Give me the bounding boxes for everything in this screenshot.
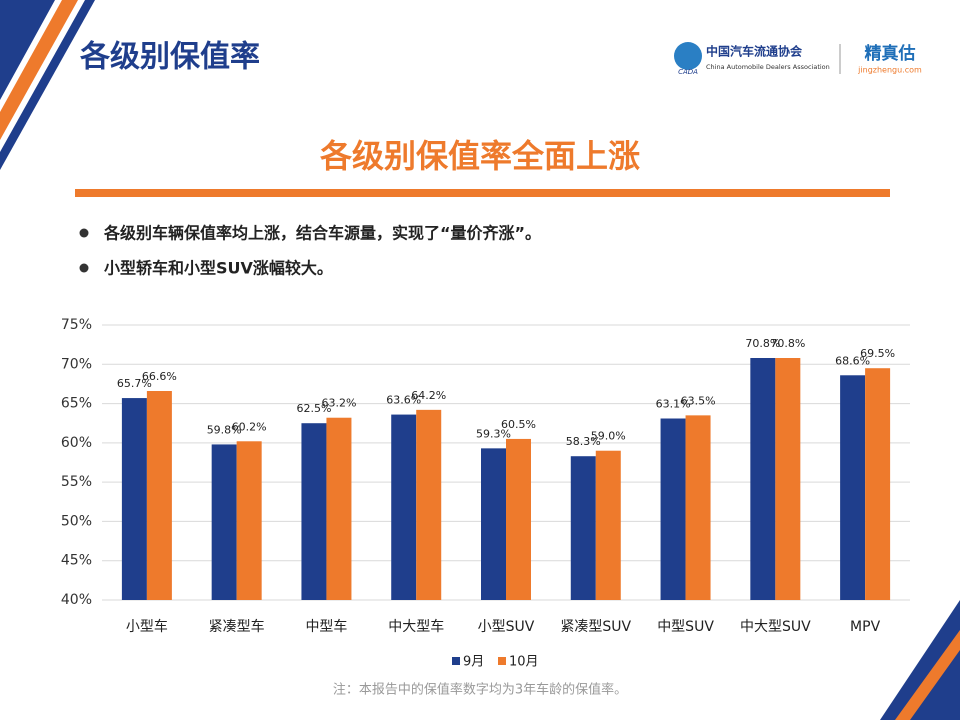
bar bbox=[391, 414, 417, 600]
page-title: 各级别保值率 bbox=[79, 40, 260, 75]
logo-mark-text: CADA bbox=[678, 68, 698, 76]
legend-swatch bbox=[452, 657, 460, 665]
corner-stripe bbox=[0, 0, 78, 140]
brand-url: jingzhengu.com bbox=[857, 66, 922, 75]
corner-stripe bbox=[895, 630, 960, 720]
y-tick-label: 50% bbox=[61, 513, 92, 529]
bar bbox=[416, 409, 442, 600]
bar bbox=[236, 441, 262, 600]
y-tick-label: 60% bbox=[61, 435, 92, 451]
bullet-text: 各级别车辆保值率均上涨，结合车源量，实现了“量价齐涨”。 bbox=[103, 224, 541, 243]
bar bbox=[595, 450, 621, 600]
bar bbox=[506, 438, 531, 600]
corner-stripe bbox=[880, 600, 960, 720]
value-label: 60.5% bbox=[501, 418, 536, 431]
value-label: 63.1% bbox=[656, 398, 691, 411]
bar bbox=[685, 415, 711, 600]
x-tick-label: 中大型车 bbox=[388, 618, 444, 635]
footnote: 注：本报告中的保值率数字均为3年车龄的保值率。 bbox=[333, 682, 627, 698]
value-label: 60.2% bbox=[232, 420, 267, 433]
value-label: 70.8% bbox=[770, 337, 805, 350]
logo-mark bbox=[674, 42, 702, 70]
bar bbox=[326, 417, 352, 600]
y-tick-label: 75% bbox=[61, 317, 92, 333]
legend-label: 9月 bbox=[463, 655, 484, 670]
org-name-en: China Automobile Dealers Association bbox=[706, 63, 830, 71]
bar bbox=[570, 456, 596, 600]
value-label: 59.3% bbox=[476, 427, 511, 440]
bar bbox=[840, 375, 866, 600]
bar bbox=[301, 423, 327, 600]
y-tick-label: 45% bbox=[61, 553, 92, 569]
value-label: 69.5% bbox=[860, 347, 895, 360]
headline: 各级别保值率全面上涨 bbox=[320, 137, 640, 175]
value-label: 63.5% bbox=[681, 394, 716, 407]
bullet-dot bbox=[79, 263, 89, 273]
value-label: 59.8% bbox=[207, 423, 242, 436]
value-label: 64.2% bbox=[411, 389, 446, 402]
value-label: 66.6% bbox=[142, 370, 177, 383]
x-tick-label: 紧凑型SUV bbox=[560, 618, 631, 635]
x-tick-label: 中型车 bbox=[305, 618, 347, 635]
value-label: 63.6% bbox=[386, 394, 421, 407]
corner-stripe bbox=[0, 0, 55, 100]
bar bbox=[750, 358, 776, 600]
legend-label: 10月 bbox=[509, 655, 539, 670]
x-tick-label: 小型车 bbox=[126, 618, 168, 635]
org-name: 中国汽车流通协会 bbox=[706, 44, 803, 59]
y-tick-label: 55% bbox=[61, 474, 92, 490]
bar bbox=[211, 444, 237, 600]
bar bbox=[775, 358, 801, 600]
legend-swatch bbox=[498, 657, 506, 665]
value-label: 65.7% bbox=[117, 377, 152, 390]
value-label: 58.3% bbox=[566, 435, 601, 448]
x-tick-label: 中大型SUV bbox=[740, 619, 811, 635]
bullet-text: 小型轿车和小型SUV涨幅较大。 bbox=[104, 259, 333, 278]
value-label: 63.2% bbox=[321, 397, 356, 410]
x-tick-label: 中型SUV bbox=[657, 619, 714, 635]
bar bbox=[865, 368, 891, 600]
x-tick-label: MPV bbox=[850, 619, 881, 635]
value-label: 70.8% bbox=[745, 337, 780, 350]
corner-stripe bbox=[0, 0, 95, 170]
x-tick-label: 紧凑型车 bbox=[209, 618, 265, 635]
bar bbox=[121, 398, 147, 600]
y-tick-label: 40% bbox=[61, 592, 92, 608]
bullet-dot bbox=[79, 228, 89, 238]
value-label: 59.0% bbox=[591, 430, 626, 443]
bar bbox=[481, 448, 506, 600]
x-tick-label: 小型SUV bbox=[478, 619, 535, 635]
value-label: 62.5% bbox=[296, 402, 331, 415]
y-tick-label: 70% bbox=[61, 356, 92, 372]
headline-rule bbox=[75, 189, 890, 197]
brand-name: 精真估 bbox=[865, 43, 916, 64]
bar bbox=[660, 418, 686, 600]
y-tick-label: 65% bbox=[61, 396, 92, 412]
bar bbox=[146, 391, 172, 600]
value-label: 68.6% bbox=[835, 354, 870, 367]
